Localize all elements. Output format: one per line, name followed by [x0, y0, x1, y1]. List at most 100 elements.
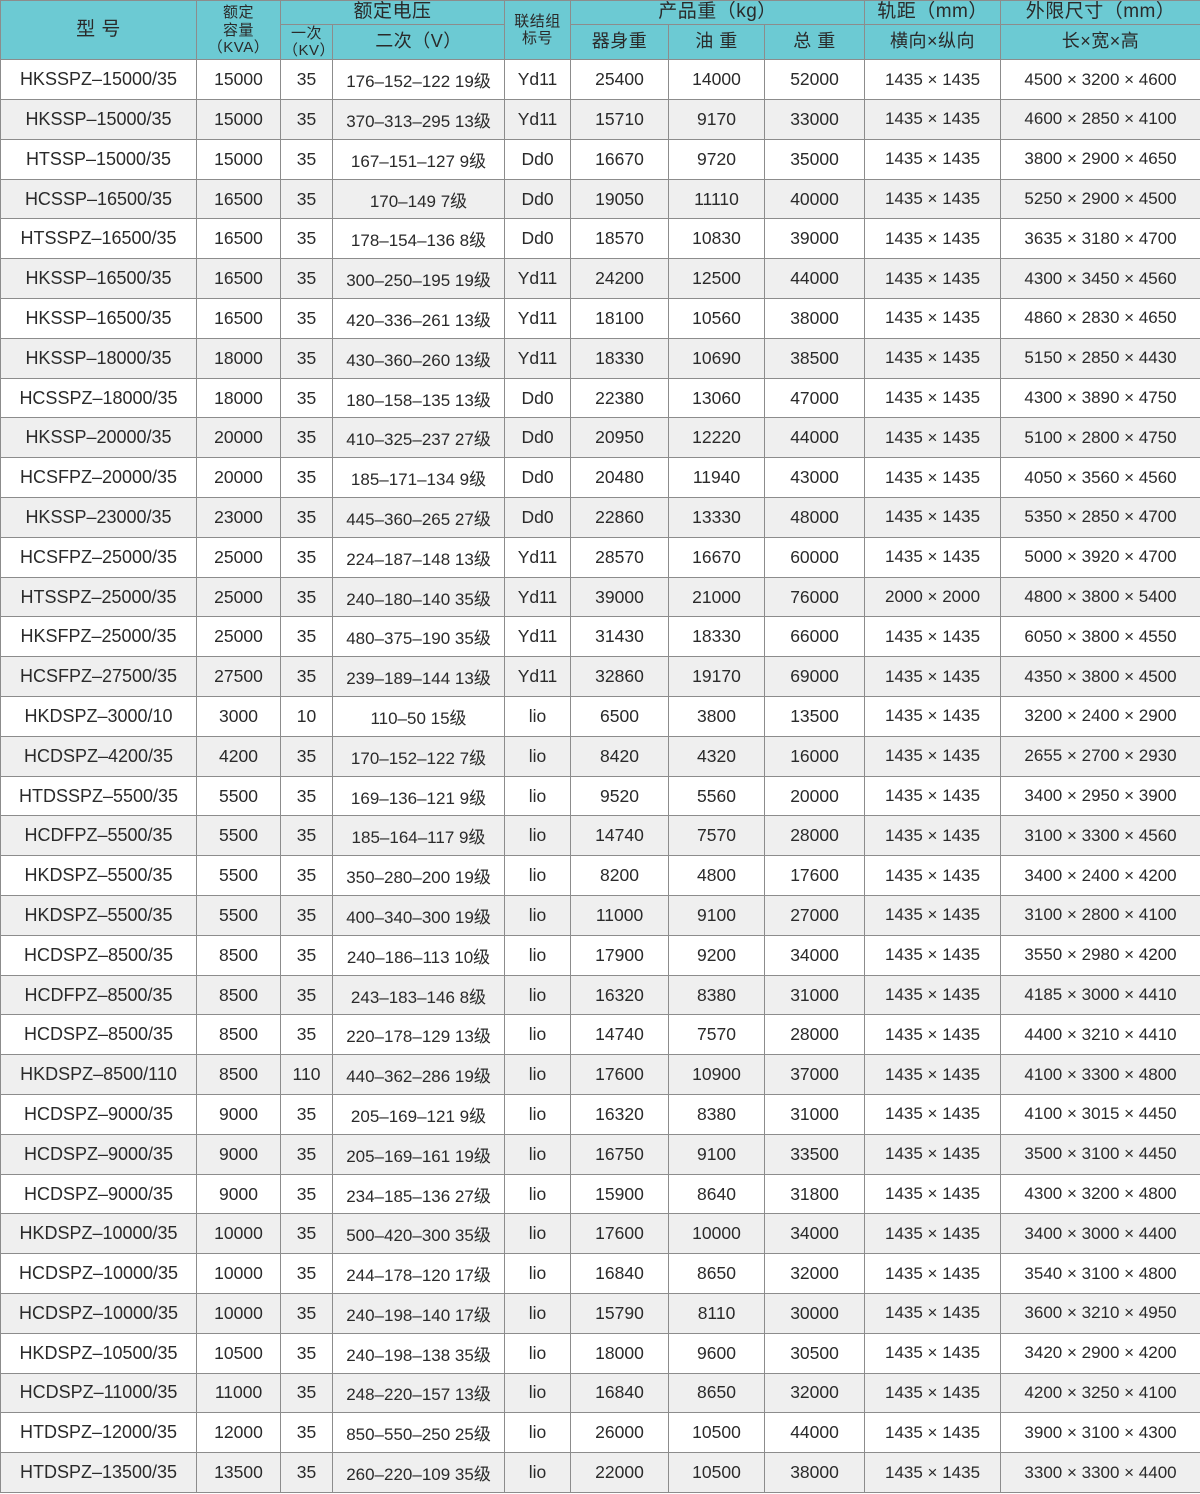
cell-total-weight: 44000 [764, 258, 866, 300]
cell-primary: 35 [280, 1014, 333, 1056]
cell-oil-weight: 4800 [668, 855, 766, 897]
cell-outer-dims: 3600 × 3210 × 4950 [1000, 1293, 1200, 1334]
cell-model: HKSSPZ–15000/35 [0, 59, 197, 101]
cell-primary: 35 [280, 1094, 333, 1135]
cell-capacity: 8500 [196, 1054, 281, 1096]
table-row: HTSSPZ–25000/35 25000 35 240–180–140 35级 Yd1… [0, 576, 1200, 618]
cell-outer-dims: 3420 × 2900 × 4200 [1000, 1332, 1200, 1374]
cell-total-weight: 27000 [764, 895, 866, 936]
cell-primary: 110 [280, 1054, 333, 1096]
cell-body-weight: 16840 [570, 1372, 670, 1414]
cell-oil-weight: 9720 [668, 138, 766, 180]
cell-model: HTSSP–15000/35 [0, 138, 197, 180]
cell-gauge: 1435 × 1435 [864, 934, 1002, 976]
cell-secondary: 169–136–121 9级 [331, 775, 506, 817]
cell-oil-weight: 13330 [668, 497, 766, 538]
cell-secondary: 180–158–135 13级 [331, 377, 506, 419]
cell-primary: 35 [280, 377, 333, 419]
cell-connection: lio [504, 775, 572, 817]
cell-secondary: 410–325–237 27级 [331, 417, 506, 459]
cell-connection: lio [504, 1452, 572, 1493]
cell-gauge: 1435 × 1435 [864, 1253, 1002, 1294]
cell-total-weight: 17600 [764, 855, 866, 897]
cell-connection: lio [504, 696, 572, 737]
cell-total-weight: 13500 [764, 696, 866, 737]
cell-outer-dims: 5250 × 2900 × 4500 [1000, 178, 1200, 220]
cell-model: HTDSSPZ–5500/35 [0, 775, 197, 817]
cell-total-weight: 34000 [764, 934, 866, 976]
cell-model: HCDFPZ–8500/35 [0, 974, 197, 1016]
cell-gauge: 1435 × 1435 [864, 99, 1002, 140]
cell-primary: 35 [280, 178, 333, 220]
table-row: HCDSPZ–9000/35 9000 35 205–169–161 19级 lio 16… [0, 1133, 1200, 1175]
cell-gauge: 1435 × 1435 [864, 974, 1002, 1016]
cell-total-weight: 16000 [764, 735, 866, 777]
table-body: HKSSPZ–15000/35 15000 35 176–152–122 19级 Yd1… [0, 59, 1200, 1493]
cell-body-weight: 16320 [570, 1094, 670, 1135]
table-row: HKSSP–20000/35 20000 35 410–325–237 27级 Dd0 2… [0, 417, 1200, 459]
cell-primary: 35 [280, 218, 333, 260]
cell-secondary: 170–149 7级 [331, 178, 506, 220]
table-row: HCDSPZ–8500/35 8500 35 220–178–129 13级 lio 14… [0, 1014, 1200, 1056]
cell-outer-dims: 3100 × 2800 × 4100 [1000, 895, 1200, 936]
cell-primary: 35 [280, 1293, 333, 1334]
cell-capacity: 4200 [196, 735, 281, 777]
cell-capacity: 20000 [196, 417, 281, 459]
cell-primary: 35 [280, 895, 333, 936]
cell-capacity: 25000 [196, 616, 281, 658]
cell-connection: lio [504, 1133, 572, 1175]
cell-oil-weight: 12220 [668, 417, 766, 459]
cell-primary: 35 [280, 815, 333, 857]
header-gauge-sub: 横向×纵向 [864, 23, 1002, 61]
cell-capacity: 13500 [196, 1452, 281, 1493]
cell-connection: lio [504, 1412, 572, 1454]
table-row: HKSSP–16500/35 16500 35 300–250–195 19级 Yd11… [0, 258, 1200, 300]
cell-body-weight: 8200 [570, 855, 670, 897]
table-row: HCDFPZ–8500/35 8500 35 243–183–146 8级 lio 163… [0, 974, 1200, 1016]
cell-capacity: 9000 [196, 1133, 281, 1175]
cell-primary: 35 [280, 1133, 333, 1175]
cell-capacity: 5500 [196, 775, 281, 817]
cell-total-weight: 30000 [764, 1293, 866, 1334]
cell-connection: lio [504, 815, 572, 857]
cell-body-weight: 17600 [570, 1054, 670, 1096]
cell-primary: 35 [280, 1372, 333, 1414]
cell-connection: lio [504, 974, 572, 1016]
cell-capacity: 16500 [196, 258, 281, 300]
cell-outer-dims: 4185 × 3000 × 4410 [1000, 974, 1200, 1016]
cell-model: HCSFPZ–27500/35 [0, 656, 197, 698]
cell-primary: 35 [280, 1412, 333, 1454]
cell-body-weight: 16670 [570, 138, 670, 180]
table-row: HCDSPZ–8500/35 8500 35 240–186–113 10级 lio 17… [0, 934, 1200, 976]
cell-connection: lio [504, 855, 572, 897]
cell-body-weight: 11000 [570, 895, 670, 936]
cell-oil-weight: 8380 [668, 974, 766, 1016]
cell-body-weight: 6500 [570, 696, 670, 737]
cell-secondary: 243–183–146 8级 [331, 974, 506, 1016]
cell-model: HCDSPZ–9000/35 [0, 1173, 197, 1215]
cell-secondary: 185–171–134 9级 [331, 457, 506, 499]
cell-primary: 35 [280, 497, 333, 538]
header-body-weight: 器身重 [570, 23, 670, 61]
table-row: HCDSPZ–10000/35 10000 35 244–178–120 17级 lio… [0, 1253, 1200, 1294]
cell-oil-weight: 4320 [668, 735, 766, 777]
table-row: HKSSP–15000/35 15000 35 370–313–295 13级 Yd11… [0, 99, 1200, 140]
cell-outer-dims: 4300 × 3200 × 4800 [1000, 1173, 1200, 1215]
cell-oil-weight: 9600 [668, 1332, 766, 1374]
cell-outer-dims: 6050 × 3800 × 4550 [1000, 616, 1200, 658]
cell-connection: Dd0 [504, 218, 572, 260]
cell-connection: lio [504, 1054, 572, 1096]
cell-body-weight: 18330 [570, 337, 670, 379]
cell-body-weight: 22860 [570, 497, 670, 538]
cell-gauge: 1435 × 1435 [864, 855, 1002, 897]
cell-secondary: 224–187–148 13级 [331, 536, 506, 578]
cell-total-weight: 32000 [764, 1253, 866, 1294]
cell-capacity: 9000 [196, 1173, 281, 1215]
cell-connection: Yd11 [504, 536, 572, 578]
table-row: HCDSPZ–9000/35 9000 35 205–169–121 9级 lio 163… [0, 1094, 1200, 1135]
cell-body-weight: 15710 [570, 99, 670, 140]
cell-model: HTSSPZ–16500/35 [0, 218, 197, 260]
cell-oil-weight: 21000 [668, 576, 766, 618]
cell-gauge: 1435 × 1435 [864, 735, 1002, 777]
cell-body-weight: 28570 [570, 536, 670, 578]
